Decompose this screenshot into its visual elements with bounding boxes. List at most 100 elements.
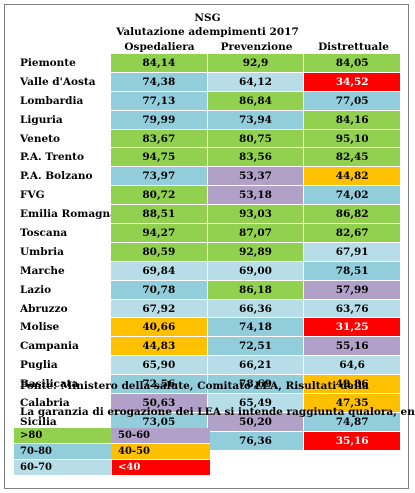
score-cell: 50,20 [207,412,305,432]
table-row: Veneto 83,67 80,75 95,10 [14,129,401,149]
table-row: Emilia Romagna 88,51 93,03 86,82 [14,205,402,225]
table-row: Valle d'Aosta 74,38 64,12 34,52 [14,72,401,92]
score-cell: 92,89 [207,242,305,262]
score-cell: 40,66 [110,318,208,338]
score-cell: 88,51 [111,205,208,225]
score-cell: 83,56 [207,148,305,168]
score-cell: 95,10 [304,129,401,149]
legend-swatch: 40-50 [112,444,210,460]
legend-swatch: 50-60 [112,428,210,444]
score-cell: 55,16 [304,337,401,357]
score-cell: 69,84 [110,261,208,281]
region-name: P.A. Bolzano [20,170,93,183]
region-name: Sicilia [20,415,57,428]
legend-row: 70-80 40-50 [14,444,210,460]
score-cell: 74,18 [207,318,305,338]
score-cell: 74,02 [304,186,401,206]
score-cell: 65,90 [110,356,208,376]
region-name: Marche [20,264,65,277]
region-name: Toscana [20,227,68,240]
table-row: Basilicata 72,56 78,69 49,86 [14,375,401,395]
document-frame [4,4,409,489]
source-note: Fonte: Ministero della salute, Comitato … [20,380,369,392]
region-name: Umbria [20,245,64,258]
score-cell: 63,76 [304,299,401,319]
table-row: P.A. Trento 94,75 83,56 82,45 [14,148,401,168]
score-cell: 87,07 [207,224,305,243]
score-cell: 77,05 [304,91,401,111]
region-name: Liguria [20,113,63,126]
table-row: Sicilia 73,05 50,20 74,87 [14,412,401,432]
score-cell: 64,6 [304,356,401,376]
table-row: P.A. Bolzano 73,97 53,37 44,82 [14,167,401,187]
score-cell: 34,52 [304,72,401,92]
region-name: Veneto [20,132,61,145]
score-cell: 80,59 [110,242,208,262]
score-cell: 74,87 [304,412,401,432]
region-name: Valle d'Aosta [20,75,96,88]
legend-swatch: 70-80 [14,444,112,460]
legend-swatch: 60-70 [14,460,112,476]
guarantee-note: La garanzia di erogazione dei LEA si int… [20,406,415,418]
score-cell: 76,36 [207,431,305,451]
region-name: Campania [20,340,79,353]
table-row: Toscana 94,27 87,07 82,67 [14,224,401,243]
table-row: Campania 44,83 72,51 55,16 [14,337,401,357]
table-row: Liguria 79,99 73,94 84,16 [14,110,401,130]
score-cell: 31,25 [304,318,401,338]
score-cell: 44,83 [110,337,208,357]
page-title: NSG [194,12,221,24]
region-name: Basilicata [20,378,79,391]
legend-swatch: >80 [14,428,112,444]
score-cell: 64,12 [207,72,305,92]
score-cell: 73,97 [110,167,208,187]
column-header-prevenzione: Prevenzione [220,41,293,53]
score-cell: 50,63 [110,394,208,413]
score-cell: 53,18 [207,186,305,206]
score-cell: 94,27 [110,224,208,243]
table-row: Umbria 80,59 92,89 67,91 [14,242,401,262]
score-cell: 86,82 [304,205,402,225]
table-row: Lombardia 77,13 86,84 77,05 [14,91,401,111]
table-row: Piemonte 84,14 92,9 84,05 [14,54,401,73]
legend-row: >80 50-60 [14,428,210,444]
color-legend: >80 50-60 70-80 40-50 60-70 <40 [14,428,210,476]
score-cell: 67,92 [110,299,208,319]
score-cell: 84,05 [304,54,401,73]
legend-swatch: <40 [112,460,210,476]
score-cell: 80,75 [207,129,305,149]
score-cell: 77,13 [110,91,208,111]
score-cell: 35,16 [304,431,401,451]
score-cell: 72,56 [110,375,208,395]
score-cell: 86,18 [207,280,305,300]
column-header-ospedaliera: Ospedaliera [124,41,195,53]
score-cell: 73,94 [207,110,305,130]
column-header-distrettuale: Distrettuale [318,41,389,53]
table-row: Marche 69,84 69,00 78,51 [14,261,401,281]
page-subtitle: Valutazione adempimenti 2017 [116,26,299,38]
score-cell: 53,37 [207,167,305,187]
score-cell: 84,16 [304,110,401,130]
score-cell: 44,82 [304,167,401,187]
region-name: FVG [20,189,45,202]
region-name: P.A. Trento [20,151,85,164]
legend-row: 60-70 <40 [14,460,210,476]
score-cell: 82,45 [304,148,401,168]
score-cell: 72,51 [207,337,305,357]
table-row: Abruzzo 67,92 66,36 63,76 [14,299,401,319]
score-cell: 94,75 [110,148,208,168]
region-name: Lazio [20,283,52,296]
table-row: Calabria 50,63 65,49 47,35 [14,394,401,413]
region-name: Molise [20,321,60,334]
region-name: Lombardia [20,94,84,107]
score-cell: 78,51 [304,261,401,281]
score-cell: 69,00 [207,261,305,281]
score-cell: 78,69 [207,375,305,395]
table-row: Molise 40,66 74,18 31,25 [14,318,401,338]
score-cell: 83,67 [110,129,208,149]
score-cell: 74,38 [110,72,208,92]
score-cell: 65,49 [207,394,305,413]
table-row: Lazio 70,78 86,18 57,99 [14,280,401,300]
table-row: FVG 80,72 53,18 74,02 [14,186,401,206]
score-cell: 92,9 [207,54,305,73]
